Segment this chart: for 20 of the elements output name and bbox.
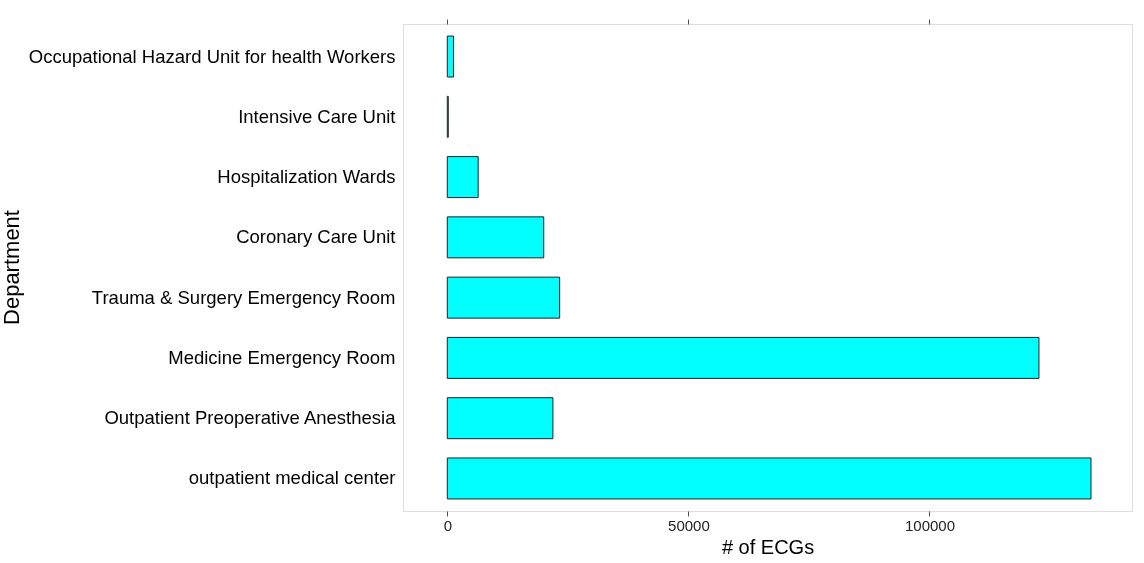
y-tick-label: Coronary Care Unit <box>236 226 396 248</box>
y-tick-label: Hospitalization Wards <box>217 166 396 188</box>
x-tick-label: 100000 <box>904 516 956 534</box>
x-tick-label: 50000 <box>668 516 710 534</box>
x-tick-label: 0 <box>443 516 452 534</box>
y-tick-label: Trauma & Surgery Emergency Room <box>91 286 396 308</box>
x-axis-title: # of ECGs <box>721 535 815 558</box>
bar <box>446 35 455 78</box>
bar <box>446 156 479 199</box>
y-tick-label: Occupational Hazard Unit for health Workers <box>28 45 396 67</box>
y-tick-label: outpatient medical center <box>188 467 396 489</box>
bar <box>446 336 1040 379</box>
y-tick-label: Medicine Emergency Room <box>168 346 396 368</box>
bar <box>446 276 561 319</box>
y-tick-label: Intensive Care Unit <box>238 105 396 127</box>
bar <box>446 457 1092 500</box>
y-tick-label: Outpatient Preoperative Anesthesia <box>104 407 397 429</box>
bar <box>446 397 554 440</box>
y-axis-title: Department <box>0 210 24 325</box>
bar <box>446 216 545 259</box>
